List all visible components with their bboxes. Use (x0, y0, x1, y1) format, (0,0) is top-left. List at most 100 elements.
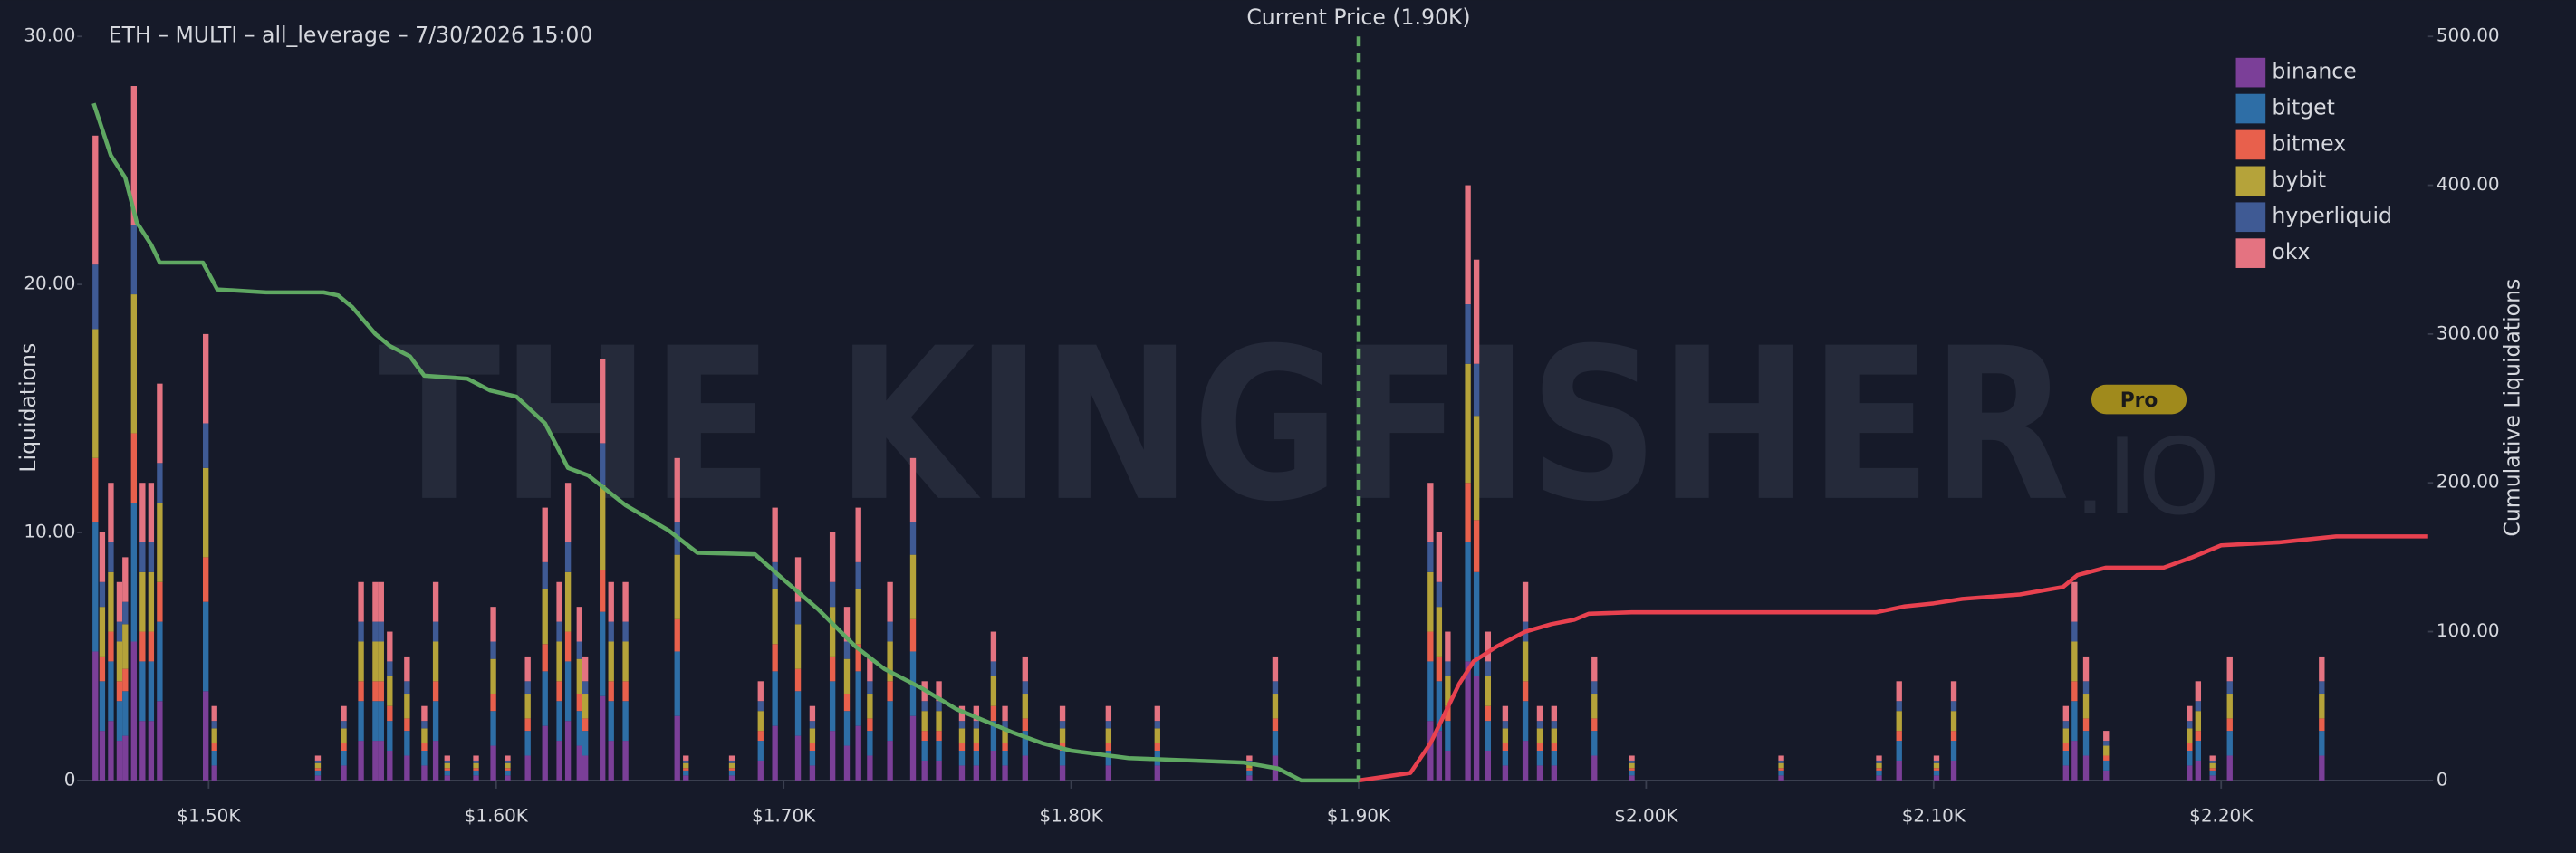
bar-segment (600, 484, 606, 570)
bar-segment (490, 658, 496, 695)
bar-segment (99, 731, 106, 781)
bar-segment (432, 621, 439, 642)
bar-segment (372, 701, 379, 742)
bar-segment (582, 755, 589, 781)
bar-segment (1427, 721, 1434, 781)
bar-segment (608, 641, 614, 682)
bar-segment (1485, 751, 1492, 781)
bar-segment (1427, 571, 1434, 632)
bar-segment (855, 644, 861, 672)
bar-segment (2226, 694, 2233, 719)
legend-swatch (2235, 202, 2266, 233)
bar-segment (2071, 621, 2078, 642)
bar-segment (973, 751, 980, 766)
bar-segment (794, 601, 802, 625)
bar-segment (108, 483, 114, 542)
bar-segment (2209, 760, 2216, 763)
bar-segment (921, 741, 928, 761)
bar-segment (130, 86, 137, 225)
bar-segment (157, 463, 163, 503)
bar-segment (1002, 721, 1008, 729)
bar-segment (139, 542, 146, 572)
bar-segment (576, 694, 582, 712)
bar-segment (1246, 770, 1253, 776)
bar-segment (1536, 721, 1543, 729)
bar-segment (608, 581, 614, 622)
bar-segment (341, 751, 347, 766)
bar-segment (203, 691, 209, 781)
bar-segment (157, 503, 163, 582)
bar-segment (157, 383, 163, 464)
bar-segment (1629, 770, 1635, 776)
bar-segment (1436, 681, 1443, 732)
bar-segment (314, 775, 322, 781)
bar-segment (809, 765, 816, 781)
bar-segment (1896, 731, 1902, 742)
bar-segment (973, 743, 980, 752)
bar-segment (1933, 762, 1940, 769)
bar-segment (772, 507, 778, 562)
bar-segment (1933, 768, 1940, 771)
bar-segment (444, 770, 450, 776)
bar-segment (432, 641, 439, 682)
bar-segment (1105, 751, 1112, 766)
bar-segment (582, 731, 589, 756)
bar-segment (1522, 701, 1529, 742)
bar-segment (576, 607, 582, 642)
bar-segment (524, 718, 531, 732)
bar-segment (1272, 656, 1279, 682)
bar-segment (683, 768, 689, 771)
bar-segment (2319, 731, 2325, 756)
bar-segment (148, 571, 155, 632)
y-tick-label: 10.00 (24, 520, 75, 542)
bar-segment (1502, 728, 1509, 743)
bar-segment (1445, 676, 1451, 706)
bar-segment (809, 728, 816, 743)
bar-segment (2187, 721, 2193, 729)
bar-segment (1427, 483, 1434, 542)
y2-tick-label: 500.00 (2437, 24, 2500, 46)
bar-segment (772, 725, 778, 781)
bar-segment (404, 681, 410, 695)
bar-segment (130, 225, 137, 295)
bar-segment (843, 711, 851, 746)
bar-segment (973, 705, 980, 722)
bar-segment (990, 751, 997, 781)
bar-segment (1876, 755, 1882, 761)
bar-segment (1778, 775, 1784, 781)
bar-segment (421, 765, 428, 781)
bar-segment (2103, 755, 2110, 761)
bar-segment (157, 621, 163, 702)
bar-segment (1002, 751, 1008, 766)
bar-segment (387, 676, 393, 706)
bar-segment (1876, 762, 1882, 769)
bar-segment (404, 755, 410, 781)
bar-segment (139, 661, 146, 722)
bar-segment (576, 641, 582, 659)
bar-segment (116, 681, 123, 702)
bar-segment (887, 701, 893, 742)
bar-segment (829, 581, 836, 608)
bar-segment (1876, 768, 1882, 771)
bar-segment (622, 581, 629, 622)
bar-segment (444, 760, 450, 763)
bar-segment (387, 705, 393, 722)
bar-segment (542, 589, 548, 645)
bar-segment (2071, 681, 2078, 702)
bar-segment (622, 741, 629, 781)
bar-segment (674, 651, 680, 716)
bar-segment (1154, 721, 1160, 729)
bar-segment (1427, 661, 1434, 722)
bar-segment (1059, 721, 1066, 729)
bar-segment (1485, 705, 1492, 722)
bar-segment (116, 581, 123, 622)
bar-segment (622, 681, 629, 702)
bar-segment (372, 741, 379, 781)
bar-segment (958, 743, 966, 752)
bar-segment (1436, 656, 1443, 682)
bar-segment (473, 760, 479, 763)
bar-segment (99, 656, 106, 682)
bar-segment (990, 721, 997, 752)
bar-segment (973, 728, 980, 743)
